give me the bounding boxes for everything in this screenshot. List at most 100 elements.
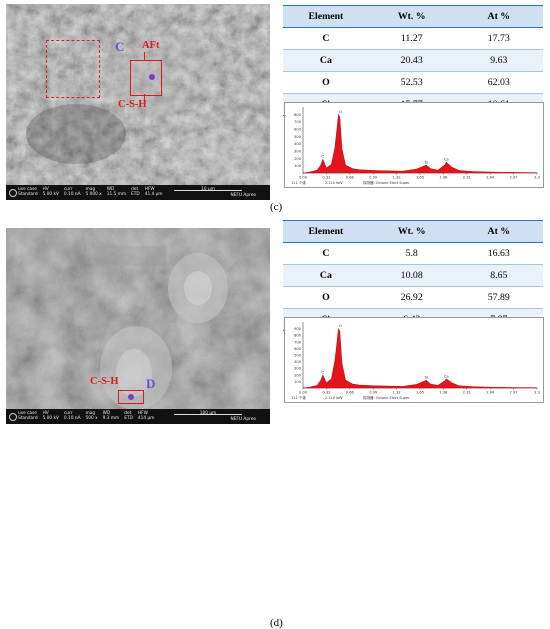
eds-x-tick: 0.99: [369, 391, 378, 395]
eds-y-tick: 600: [294, 128, 302, 132]
eds-footer-text: 2.110 keV: [325, 181, 343, 185]
eds-spectrum-area: [302, 327, 538, 389]
sem-target-box-d: [118, 390, 144, 404]
eds-footer-text: 111 个谱: [291, 180, 306, 185]
table-row: O 26.92 57.89: [283, 286, 543, 309]
eds-x-tick: 0.66: [346, 391, 355, 395]
spectrum-point-c: [149, 74, 155, 80]
col-element: Element: [283, 5, 369, 28]
sem-databar-c: use case Standard HV 5.00 kV curr 0.10 nA m…: [6, 185, 270, 200]
table-row: C 5.8 16.63: [283, 242, 543, 265]
eds-y-tick: 800: [294, 334, 302, 338]
eds-spectrum-c: 800 700 600 500 400 300 200 100 0.00 0.33 0.66 0.99…: [284, 102, 544, 188]
eds-peak-label: O: [339, 323, 342, 328]
eds-x-tick: 2.97: [510, 176, 518, 180]
eds-y-tick: 400: [294, 360, 302, 364]
eds-peak-label: Si: [425, 159, 428, 164]
col-wt: Wt. %: [368, 5, 455, 28]
sem-target-box-c: [130, 60, 162, 96]
eds-x-tick: 0.00: [299, 176, 308, 180]
scale-label-c: 10 μm: [201, 187, 215, 192]
table-row: O 52.53 62.03: [283, 71, 543, 94]
eds-peak-label: Ca: [444, 373, 449, 378]
panel-caption-c: (c): [270, 201, 283, 213]
databar-columns-d: use case Standard HV 5.00 kV curr 0.10 nA m…: [18, 411, 155, 421]
col-at: At %: [454, 220, 543, 243]
eds-x-tick: 0.66: [346, 176, 355, 180]
eds-x-tick: 0.00: [299, 391, 308, 395]
sem-label-letter-d: D: [146, 376, 156, 391]
eds-x-tick: 1.65: [416, 176, 424, 180]
eds-y-tick: 700: [294, 340, 302, 344]
eds-peak-label: O: [339, 109, 342, 114]
eds-y-tick: 200: [294, 157, 302, 161]
col-wt: Wt. %: [368, 220, 455, 243]
sem-micrograph-d: C-S-H D use case Standard HV 5.00 kV curr 0…: [6, 228, 270, 424]
eds-x-tick: 1.65: [416, 391, 424, 395]
lab-name-d: NEFU Apreo: [230, 417, 256, 422]
eds-y-tick: 300: [294, 367, 302, 371]
eds-x-tick: 2.31: [463, 176, 471, 180]
table-header-row: Element Wt. % At %: [283, 220, 543, 243]
eds-chart-c: 800 700 600 500 400 300 200 100 0.00 0.33 0.66 0.99…: [291, 107, 540, 185]
scale-label-d: 100 μm: [199, 411, 217, 416]
element-table-c: Element Wt. % At % C 11.27 17.73 Ca 20.43 9.…: [283, 5, 543, 116]
figure-panel-c: C AFt C-S-H use case Standard HV 5.00 kV c…: [0, 0, 550, 213]
sem-label-letter-c: C: [115, 39, 125, 54]
eds-x-tick: 3.3: [534, 391, 540, 395]
col-at: At %: [454, 5, 543, 28]
eds-y-tick: 900: [294, 327, 302, 331]
eds-x-tick: 0.33: [322, 176, 330, 180]
eds-spectrum-area: [302, 113, 538, 174]
sem-label-csh-d: C-S-H: [90, 376, 119, 387]
eds-x-tick: 1.32: [393, 391, 401, 395]
eds-footer-text: 2.110 keV: [325, 396, 343, 400]
eds-x-tick: 0.33: [322, 391, 330, 395]
eds-y-tick: 500: [294, 135, 302, 139]
spectrum-point-d: [128, 394, 134, 400]
eds-x-tick: 3.3: [534, 176, 540, 180]
sem-databar-d: use case Standard HV 5.00 kV curr 0.10 nA m…: [6, 409, 270, 424]
table-row: C 11.27 17.73: [283, 27, 543, 50]
databar-columns-c: use case Standard HV 5.00 kV curr 0.10 nA m…: [18, 187, 163, 197]
eds-peak-label: Si: [425, 375, 428, 380]
table-row: Ca 10.08 8.65: [283, 264, 543, 287]
table-row: Ca 20.43 9.63: [283, 49, 543, 72]
eds-x-tick: 1.98: [439, 176, 448, 180]
eds-peak-label: C: [321, 369, 324, 374]
eds-x-tick: 1.32: [393, 176, 401, 180]
sem-label-aft: AFt: [142, 40, 160, 51]
eds-y-tick: 400: [294, 142, 302, 146]
eds-spectrum-d: 900 800 700 600 500 400 300 200 100 0.00 0.33 0.66 0…: [284, 317, 544, 403]
eds-peak-label: C: [321, 154, 324, 159]
fei-logo-icon: [9, 189, 17, 197]
eds-y-tick: 700: [294, 120, 302, 124]
eds-y-tick: 100: [294, 380, 302, 384]
lab-name-c: NEFU Apreo: [230, 193, 256, 198]
element-table-d: Element Wt. % At % C 5.8 16.63 Ca 10.08 8.65…: [283, 220, 543, 331]
sem-micrograph-c: C AFt C-S-H use case Standard HV 5.00 kV c…: [6, 4, 270, 200]
sem-box-c: [46, 40, 100, 98]
eds-y-tick: 200: [294, 373, 302, 377]
fei-logo-icon: [9, 413, 17, 421]
eds-x-tick: 1.98: [439, 391, 448, 395]
eds-footer-text: 探测器: Octane Elect Super: [363, 395, 410, 400]
eds-peak-label: Ca: [444, 157, 449, 162]
eds-x-tick: 2.64: [486, 391, 495, 395]
sem-label-csh-c: C-S-H: [118, 99, 147, 110]
eds-x-tick: 2.97: [510, 391, 518, 395]
eds-x-tick: 2.64: [486, 176, 495, 180]
figure-panel-d: C-S-H D use case Standard HV 5.00 kV curr 0…: [0, 212, 550, 629]
aft-pointer-line: [144, 52, 146, 61]
eds-y-tick: 600: [294, 347, 302, 351]
csh-pointer-line-c: [144, 94, 146, 100]
eds-y-tick: 800: [294, 113, 302, 117]
eds-y-tick: 300: [294, 150, 302, 154]
eds-y-tick: 500: [294, 354, 302, 358]
table-header-row: Element Wt. % At %: [283, 5, 543, 28]
eds-footer-text: 111 个谱: [291, 395, 306, 400]
scale-bar-d: [174, 414, 242, 415]
panel-caption-d: (d): [270, 617, 283, 629]
sem-texture-d: [6, 228, 270, 424]
sem-texture-c: [6, 4, 270, 200]
